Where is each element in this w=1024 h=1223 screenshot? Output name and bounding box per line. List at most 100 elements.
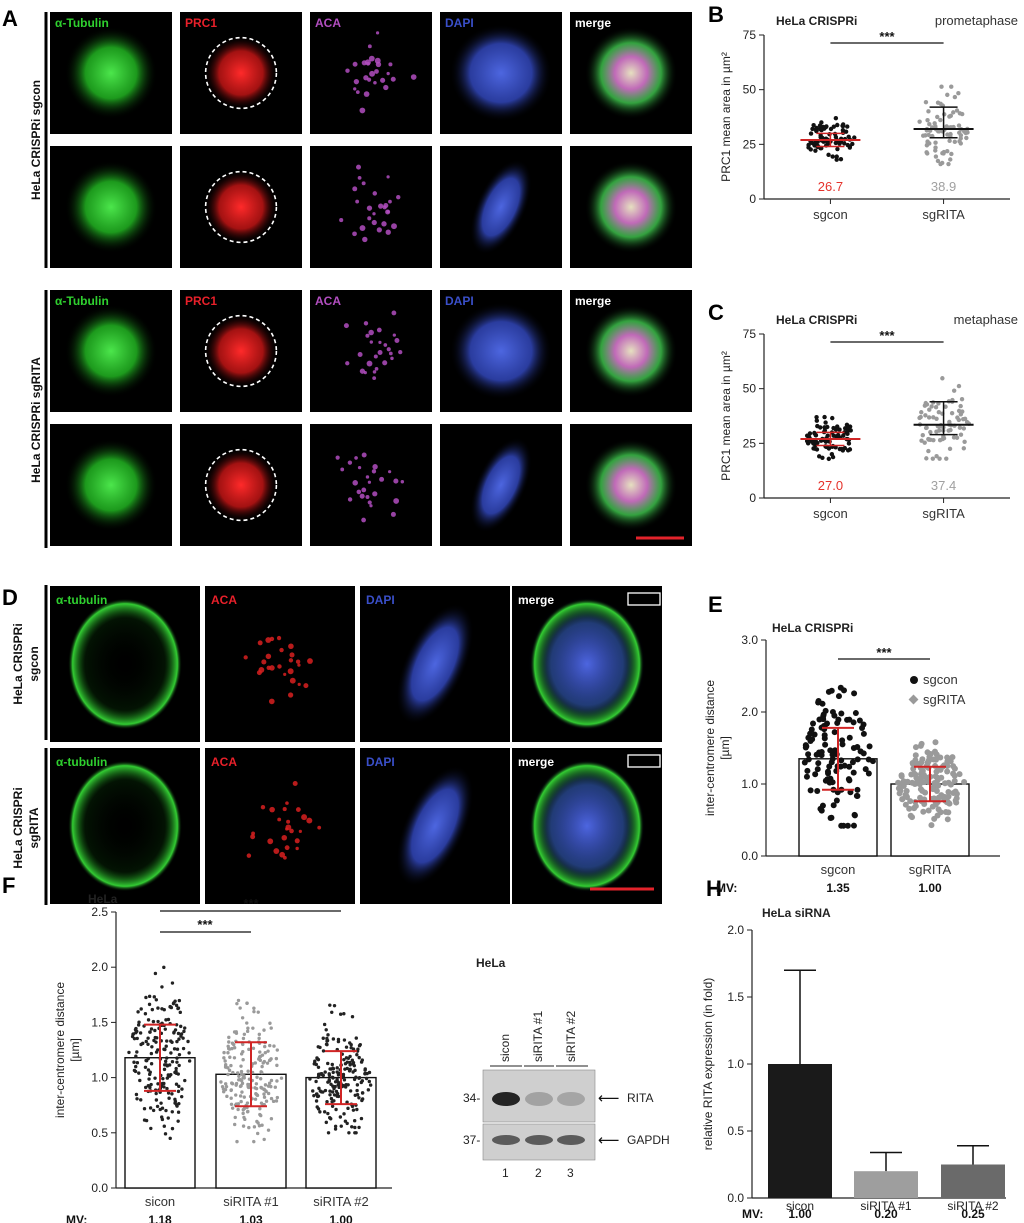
data-point [835, 693, 842, 700]
y-axis-label-unit: [µm] [718, 736, 732, 760]
y-tick-label: 2.5 [91, 905, 108, 919]
data-point [225, 1094, 229, 1099]
data-point [935, 158, 941, 164]
data-point [269, 1116, 274, 1121]
data-point [327, 1073, 332, 1078]
data-point [177, 998, 182, 1003]
data-point [326, 1061, 330, 1066]
micrograph-a-r4-c3-spot [361, 517, 366, 523]
data-point [264, 1099, 269, 1103]
data-point [346, 1083, 350, 1087]
micrograph-a-r3-c3-spot [372, 376, 377, 380]
micrograph-d-r2-c2-spot [289, 828, 294, 834]
chart-subtitle: prometaphase [935, 13, 1018, 28]
data-point [323, 1088, 328, 1093]
y-tick-label: 50 [743, 382, 757, 396]
data-point [937, 809, 944, 816]
data-point [163, 1047, 167, 1052]
micrograph-a-r2-c3-spot [366, 205, 373, 211]
data-point [180, 1087, 184, 1091]
micrograph-d-r2-c1 [50, 748, 200, 904]
data-point [238, 1094, 243, 1098]
data-point [348, 1060, 352, 1065]
data-point [338, 1115, 343, 1119]
data-point [247, 1047, 251, 1052]
chart-h-rita-expression: 0.0 0.5 1.0 1.5 2.0 HeLa siRNA relative RITA e… [701, 906, 1006, 1221]
micrograph-d-r1-c2 [205, 586, 355, 742]
data-point [937, 766, 944, 773]
micrograph-a-r1-c3 [310, 12, 432, 134]
data-point [135, 1050, 139, 1054]
data-point [344, 1045, 349, 1049]
micrograph-a-r3-c3-spot [390, 356, 394, 361]
data-point [135, 1097, 139, 1101]
data-point [164, 1018, 168, 1022]
micrograph-a-r4-c4 [440, 424, 562, 546]
micrograph-a-r3-c4 [440, 290, 562, 412]
data-point [359, 1116, 364, 1121]
data-point [958, 141, 963, 146]
micrograph-a-r1-c3-spot [375, 31, 380, 35]
data-point [252, 1006, 256, 1010]
data-point [952, 94, 958, 100]
data-point [924, 456, 929, 461]
data-point [169, 1039, 173, 1043]
micrograph-a-r2-c4-signal [470, 159, 532, 255]
data-point [229, 1102, 234, 1106]
data-point [846, 425, 851, 430]
micrograph-a-r2-c3-spot [385, 229, 391, 235]
data-point [846, 134, 851, 139]
data-point [342, 1057, 346, 1062]
band-label-gapdh: GAPDH [627, 1133, 670, 1147]
data-point [150, 1007, 155, 1012]
micrograph-d-r1-c1-signal [68, 598, 182, 730]
micrograph-d-r1-c2-spot [289, 677, 296, 684]
data-point [176, 1119, 180, 1123]
data-point [828, 814, 835, 821]
data-point [254, 1091, 258, 1096]
data-point [169, 1072, 173, 1077]
data-point [337, 1071, 341, 1076]
data-point [316, 1065, 321, 1069]
y-tick-label: 0 [749, 491, 756, 505]
micrograph-a-r3-c3-bg [310, 290, 432, 412]
data-point [811, 731, 818, 738]
micrograph-a-r2-c3-spot [357, 175, 362, 180]
micrograph-a-r3-c2-signal [204, 314, 278, 388]
channel-label-d: DAPI [366, 755, 395, 769]
bar [768, 1064, 832, 1198]
data-point [147, 1077, 151, 1081]
data-point [364, 1076, 369, 1081]
data-point [177, 1037, 181, 1041]
data-point [341, 1072, 346, 1077]
data-point [162, 1085, 166, 1089]
micrograph-a-r4-c2 [180, 424, 302, 546]
band-gapdh [492, 1135, 520, 1145]
data-point [265, 1061, 270, 1065]
data-point [143, 1065, 148, 1069]
data-point [812, 446, 818, 451]
data-point [182, 1029, 186, 1034]
data-point [846, 441, 852, 446]
data-point [161, 1076, 165, 1081]
data-point [147, 1072, 152, 1077]
data-point [177, 1063, 181, 1068]
band-rita [525, 1092, 553, 1106]
y-axis-label-unit: [µm] [68, 1038, 82, 1062]
data-point [922, 440, 927, 445]
data-point [345, 1100, 349, 1104]
data-point [958, 136, 963, 141]
channel-label-d: merge [518, 755, 554, 769]
data-point [165, 1039, 169, 1043]
y-tick-label: 1.5 [727, 990, 744, 1004]
y-axis-label: PRC1 mean area in µm² [719, 351, 733, 481]
data-point [167, 1063, 172, 1067]
data-point [944, 124, 949, 129]
data-point [923, 99, 929, 105]
y-tick-label: 1.0 [741, 777, 758, 791]
data-point [846, 734, 853, 741]
lane-number-2: 2 [535, 1166, 542, 1180]
micrograph-a-r2-c3-spot [385, 209, 391, 215]
data-point [146, 1018, 151, 1022]
panel-d-micrographs: HeLa CRISPRi sgcon HeLa CRISPRi sgRITA α… [11, 585, 662, 905]
